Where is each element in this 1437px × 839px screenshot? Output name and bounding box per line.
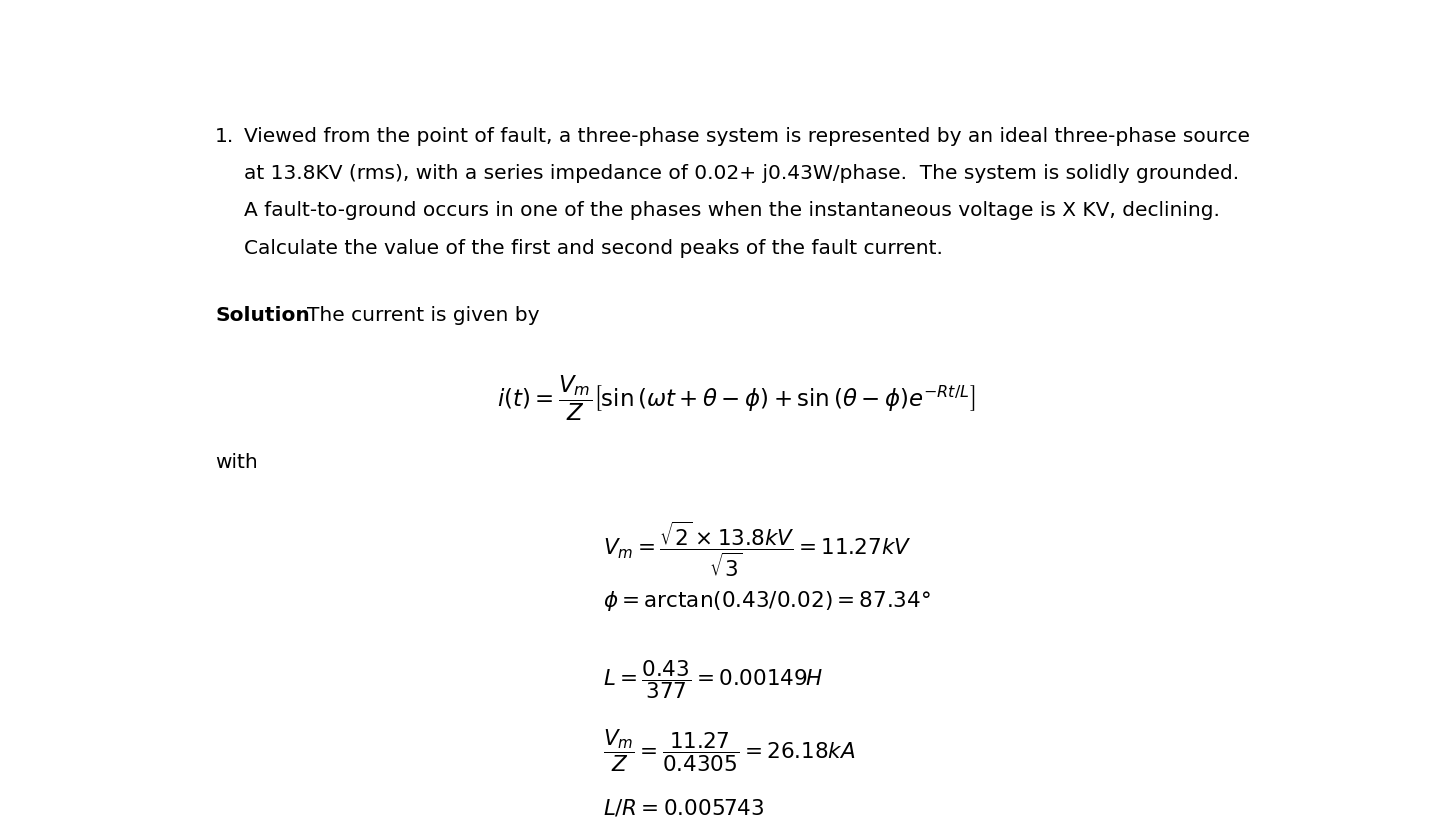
Text: $V_m = \dfrac{\sqrt{2} \times 13.8kV}{\sqrt{3}} = 11.27kV$: $V_m = \dfrac{\sqrt{2} \times 13.8kV}{\s… <box>604 520 911 580</box>
Text: $i(t) = \dfrac{V_m}{Z}\left[\sin\left(\omega t + \theta - \phi\right) + \sin\lef: $i(t) = \dfrac{V_m}{Z}\left[\sin\left(\o… <box>497 374 976 423</box>
Text: $\dfrac{V_m}{Z} = \dfrac{11.27}{0.4305} = 26.18kA$: $\dfrac{V_m}{Z} = \dfrac{11.27}{0.4305} … <box>604 728 855 774</box>
Text: $L/R =0.005743$: $L/R =0.005743$ <box>604 797 764 818</box>
Text: The current is given by: The current is given by <box>306 306 539 326</box>
Text: $\phi = \mathrm{arctan}(0.43/0.02) = 87.34°$: $\phi = \mathrm{arctan}(0.43/0.02) = 87.… <box>604 589 931 613</box>
Text: 1.: 1. <box>216 127 234 145</box>
Text: A fault-to-ground occurs in one of the phases when the instantaneous voltage is : A fault-to-ground occurs in one of the p… <box>244 201 1220 221</box>
Text: at 13.8KV (rms), with a series impedance of 0.02+ j0.43W/phase.  The system is s: at 13.8KV (rms), with a series impedance… <box>244 164 1239 183</box>
Text: Calculate the value of the first and second peaks of the fault current.: Calculate the value of the first and sec… <box>244 239 943 258</box>
Text: Viewed from the point of fault, a three-phase system is represented by an ideal : Viewed from the point of fault, a three-… <box>244 127 1250 145</box>
Text: Solution: Solution <box>216 306 310 326</box>
Text: $L = \dfrac{0.43}{377} = 0.00149H$: $L = \dfrac{0.43}{377} = 0.00149H$ <box>604 659 823 701</box>
Text: with: with <box>216 452 259 472</box>
